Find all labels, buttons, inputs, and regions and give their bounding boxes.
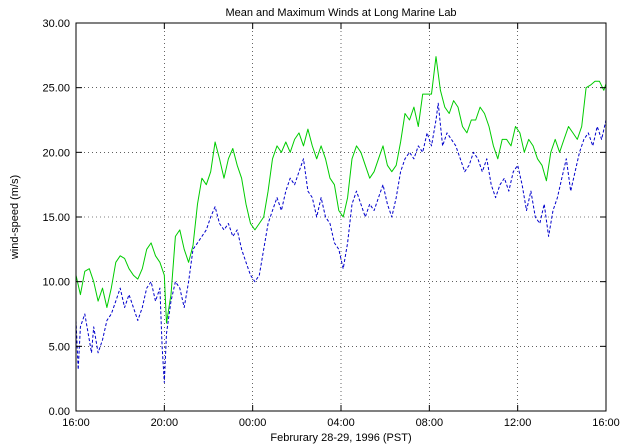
- x-axis: 16:00 20:00 00:00 04:00 08:00 12:00 16:00: [62, 23, 620, 429]
- y-tick-label: 10.00: [42, 277, 70, 289]
- y-tick-label: 30.00: [42, 18, 70, 30]
- x-axis-title: Februrary 28-29, 1996 (PST): [270, 432, 411, 444]
- series-layer: [75, 56, 607, 383]
- grid: [76, 23, 606, 411]
- y-tick-label: 20.00: [42, 147, 70, 159]
- series-line-mean: [75, 102, 607, 383]
- y-tick-label: 25.00: [42, 83, 70, 95]
- x-tick-label: 16:00: [592, 417, 620, 429]
- chart-title: Mean and Maximum Winds at Long Marine La…: [225, 7, 456, 19]
- y-axis: 0.00 5.00 10.00 15.00 20.00 25.00 30.00: [42, 18, 606, 418]
- x-tick-label: 20:00: [151, 417, 179, 429]
- x-tick-label: 00:00: [239, 417, 267, 429]
- x-tick-label: 12:00: [504, 417, 532, 429]
- y-axis-title: wind-speed (m/s): [9, 175, 21, 260]
- y-tick-label: 5.00: [49, 341, 70, 353]
- x-tick-label: 08:00: [416, 417, 444, 429]
- x-tick-label: 04:00: [327, 417, 355, 429]
- x-tick-label: 16:00: [62, 417, 90, 429]
- series-line-maximum: [75, 56, 607, 324]
- y-tick-label: 0.00: [49, 406, 70, 418]
- y-tick-label: 15.00: [42, 212, 70, 224]
